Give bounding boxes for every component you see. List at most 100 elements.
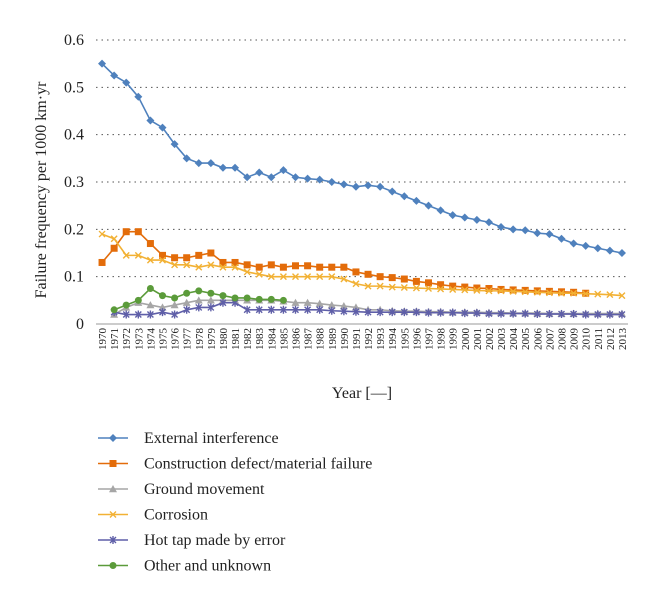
data-point — [509, 309, 517, 318]
data-point — [497, 309, 505, 318]
data-point — [279, 166, 288, 175]
data-point — [134, 251, 142, 259]
legend-marker — [109, 511, 117, 518]
x-tick-label: 1980 — [218, 328, 230, 351]
data-point — [159, 308, 166, 317]
data-point — [425, 308, 432, 317]
data-point — [255, 168, 264, 177]
data-point — [412, 196, 421, 205]
data-point — [425, 279, 432, 287]
legend-item: Construction defect/material failure — [98, 456, 372, 473]
data-point — [473, 284, 481, 292]
data-point — [461, 286, 469, 294]
data-point — [340, 275, 348, 283]
data-point — [570, 310, 578, 319]
x-tick-label: 1991 — [351, 328, 363, 350]
x-tick-label: 1974 — [145, 328, 157, 351]
x-tick-label: 1999 — [448, 328, 460, 351]
data-point — [267, 273, 275, 281]
data-point — [449, 282, 457, 290]
x-tick-label: 1989 — [327, 328, 339, 351]
y-tick-label: 0.2 — [64, 221, 84, 238]
x-tick-label: 1997 — [424, 328, 436, 351]
data-point — [146, 301, 155, 309]
data-point — [243, 261, 251, 269]
data-point — [231, 294, 239, 302]
data-point — [594, 290, 602, 298]
data-point — [545, 289, 553, 297]
x-tick-label: 1992 — [363, 328, 375, 350]
legend-marker — [109, 485, 117, 493]
data-point — [183, 254, 191, 262]
data-point — [484, 218, 493, 227]
x-tick-label: 2003 — [496, 327, 508, 350]
data-point — [255, 295, 263, 303]
series-construction-defect-material-failure — [98, 228, 590, 297]
data-point — [328, 306, 336, 315]
x-tick-label: 1984 — [266, 328, 278, 351]
x-tick-label: 1971 — [109, 328, 121, 350]
data-point — [460, 213, 469, 222]
data-point — [171, 310, 179, 319]
data-point — [461, 309, 469, 318]
data-point — [461, 283, 469, 291]
data-point — [388, 283, 396, 291]
data-point — [292, 262, 299, 270]
legend: External interference Construction defect… — [98, 430, 372, 575]
data-point — [231, 263, 239, 271]
data-point — [582, 310, 590, 319]
y-axis-ticks: 0 0.1 0.2 0.3 0.4 0.5 0.6 — [64, 32, 84, 333]
data-point — [533, 287, 541, 295]
x-tick-label: 1987 — [303, 328, 315, 351]
data-point — [110, 71, 119, 80]
data-point — [521, 309, 529, 318]
legend-item: Corrosion — [98, 507, 208, 524]
y-tick-label: 0.1 — [64, 269, 84, 286]
data-point — [195, 287, 203, 295]
legend-item: External interference — [98, 430, 279, 447]
data-point — [146, 116, 155, 125]
data-point — [558, 289, 565, 297]
x-tick-label: 2012 — [605, 328, 617, 350]
data-point — [195, 303, 203, 312]
legend-label: External interference — [144, 430, 279, 447]
data-point — [255, 270, 263, 278]
data-point — [291, 173, 300, 182]
data-point — [267, 173, 276, 182]
data-point — [146, 285, 154, 292]
x-tick-label: 1995 — [399, 328, 411, 351]
data-point — [218, 163, 227, 172]
x-tick-label: 2004 — [508, 328, 520, 351]
data-point — [291, 298, 300, 306]
x-tick-label: 1990 — [339, 328, 351, 351]
data-point — [364, 270, 372, 278]
data-point — [605, 246, 614, 255]
data-point — [509, 287, 517, 295]
data-point — [388, 187, 397, 196]
y-tick-label: 0.4 — [64, 127, 84, 144]
series-group — [98, 59, 626, 319]
data-point — [110, 244, 118, 252]
data-point — [292, 305, 299, 314]
data-point — [412, 277, 420, 285]
data-point — [304, 273, 312, 281]
legend-item: Hot tap made by error — [98, 532, 286, 549]
data-point — [207, 261, 215, 269]
data-point — [425, 285, 432, 292]
data-point — [207, 289, 215, 297]
x-tick-label: 1982 — [242, 328, 254, 350]
data-point — [110, 235, 118, 243]
y-axis-title: Failure frequency per 1000 km·yr — [33, 81, 50, 298]
series-line — [101, 233, 623, 297]
data-point — [582, 290, 590, 298]
data-point — [352, 307, 360, 316]
data-point — [122, 310, 130, 319]
data-point — [219, 292, 227, 300]
data-point — [412, 284, 420, 292]
data-point — [243, 268, 251, 276]
data-point — [472, 215, 481, 224]
x-tick-label: 2002 — [484, 328, 496, 350]
data-point — [618, 310, 626, 319]
data-point — [267, 261, 275, 269]
